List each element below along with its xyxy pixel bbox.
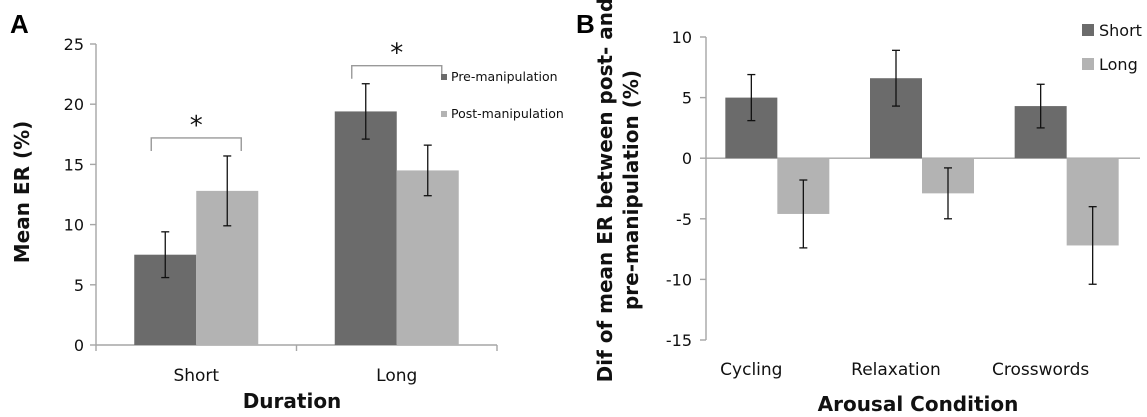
panel-a-category-label: Short xyxy=(173,366,219,386)
panel-b-category-labels: Cycling Relaxation Crosswords xyxy=(720,360,1089,380)
panel-a-legend-swatch xyxy=(441,111,447,117)
panel-a-legend-label: Post-manipulation xyxy=(451,106,564,121)
panel-b-y-ticks: -15 -10 -5 0 5 10 xyxy=(666,28,706,350)
panel-a-y-tick-label: 20 xyxy=(64,95,84,114)
panel-b-y-axis-title-line-1: Dif of mean ER between post- and xyxy=(593,0,617,382)
panel-a-bars xyxy=(134,111,459,345)
panel-a-significance-star: * xyxy=(390,39,403,69)
panel-b-y-tick-label: 5 xyxy=(682,89,692,108)
panel-a-error-bars xyxy=(161,83,432,279)
panel-a-category-labels: Short Long xyxy=(173,366,417,386)
panel-b-letter: B xyxy=(576,9,595,39)
panel-b-category-label: Cycling xyxy=(720,360,782,380)
panel-a-x-axis-title: Duration xyxy=(243,389,342,413)
panel-a-legend-swatch xyxy=(441,74,447,80)
panel-a-significance-star: * xyxy=(190,111,203,141)
panel-b-legend-label: Long xyxy=(1099,55,1138,74)
panel-a-significance: ** xyxy=(150,39,443,151)
panel-b-legend: Short Long xyxy=(1082,21,1142,74)
panel-b-chart: B -15 -10 -5 0 5 10 Cycling Relaxation Crosswor… xyxy=(576,0,1142,416)
panel-b-y-tick-label: 10 xyxy=(672,28,692,47)
panel-a-y-tick-label: 10 xyxy=(64,216,84,235)
panel-b-y-tick-label: -5 xyxy=(676,210,692,229)
panel-a-y-tick-label: 15 xyxy=(64,155,84,174)
panel-a-significance-bracket xyxy=(150,137,242,151)
panel-a-y-tick-label: 25 xyxy=(64,35,84,54)
panel-b-category-label: Crosswords xyxy=(992,360,1089,380)
panel-a-y-tick-label: 5 xyxy=(74,276,84,295)
panel-b-legend-swatch xyxy=(1082,24,1094,36)
panel-b-error-bars xyxy=(747,49,1097,285)
panel-a-category-label: Long xyxy=(376,366,417,386)
panel-a-bar xyxy=(334,111,397,345)
panel-a-y-tick-label: 0 xyxy=(74,336,84,355)
panel-b-y-tick-label: -15 xyxy=(666,331,692,350)
panel-a-y-ticks: 0 5 10 15 20 25 xyxy=(64,35,96,355)
panel-a-letter: A xyxy=(10,9,29,39)
panel-b-bars xyxy=(725,78,1119,246)
panel-a-significance-bracket xyxy=(351,65,443,79)
panel-b-legend-swatch xyxy=(1082,58,1094,70)
panel-a-bar xyxy=(396,170,459,345)
panel-b-legend-label: Short xyxy=(1099,21,1142,40)
panel-a-legend: Pre-manipulation Post-manipulation xyxy=(441,69,564,121)
panel-a-y-axis-title: Mean ER (%) xyxy=(10,121,34,264)
panel-b-x-axis-title: Arousal Condition xyxy=(818,392,1019,416)
panel-b-y-tick-label: 0 xyxy=(682,149,692,168)
panel-b-category-label: Relaxation xyxy=(851,360,941,380)
panel-a-legend-label: Pre-manipulation xyxy=(451,69,558,84)
panel-b-y-tick-label: -10 xyxy=(666,270,692,289)
panel-b-y-axis-title-line-2: pre-manipulation (%) xyxy=(619,70,643,310)
